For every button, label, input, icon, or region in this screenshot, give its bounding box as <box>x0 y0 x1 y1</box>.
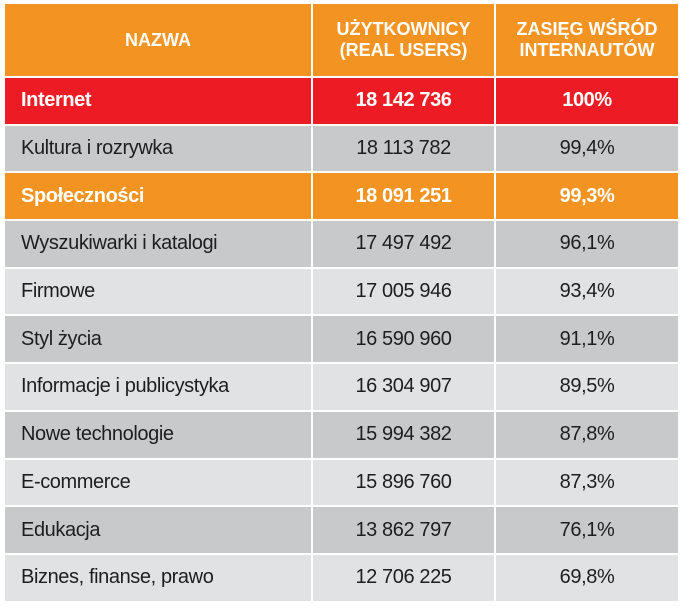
row-reach: 87,3% <box>496 459 678 506</box>
row-reach: 89,5% <box>496 364 678 410</box>
header-name: NAZWA <box>5 4 311 76</box>
row-users: 16 590 960 <box>313 316 494 363</box>
row-users: 15 896 760 <box>313 459 494 506</box>
row-users: 18 091 251 <box>313 173 494 220</box>
row-users: 13 862 797 <box>313 507 494 553</box>
row-name: E-commerce <box>5 459 311 506</box>
row-users: 16 304 907 <box>313 364 494 410</box>
row-name: Styl życia <box>5 316 311 363</box>
row-users: 17 497 492 <box>313 221 494 267</box>
row-reach: 96,1% <box>496 221 678 267</box>
row-name: Nowe technologie <box>5 411 311 458</box>
row-name: Wyszukiwarki i katalogi <box>5 221 311 267</box>
row-reach: 69,8% <box>496 554 678 601</box>
row-users: 15 994 382 <box>313 411 494 458</box>
row-name: Biznes, finanse, prawo <box>5 554 311 601</box>
header-reach-line1: ZASIĘG WŚRÓD <box>516 19 658 39</box>
row-reach: 99,4% <box>496 125 678 172</box>
row-name: Społeczności <box>5 173 311 220</box>
row-users: 12 706 225 <box>313 554 494 601</box>
row-reach: 76,1% <box>496 507 678 553</box>
row-reach: 91,1% <box>496 316 678 363</box>
header-users-line2: (REAL USERS) <box>339 40 468 60</box>
row-reach: 100% <box>496 78 678 124</box>
row-users: 17 005 946 <box>313 268 494 315</box>
row-users: 18 113 782 <box>313 125 494 172</box>
header-name-label: NAZWA <box>125 29 191 50</box>
header-reach: ZASIĘG WŚRÓD INTERNAUTÓW <box>496 4 678 76</box>
header-users: UŻYTKOWNICY (REAL USERS) <box>313 4 494 76</box>
row-reach: 93,4% <box>496 268 678 315</box>
row-name: Internet <box>5 78 311 124</box>
row-reach: 87,8% <box>496 411 678 458</box>
row-name: Kultura i rozrywka <box>5 125 311 172</box>
row-reach: 99,3% <box>496 173 678 220</box>
reach-table: NAZWA UŻYTKOWNICY (REAL USERS) ZASIĘG WŚR… <box>5 4 678 601</box>
header-reach-line2: INTERNAUTÓW <box>519 40 655 60</box>
row-name: Edukacja <box>5 507 311 553</box>
row-name: Firmowe <box>5 268 311 315</box>
header-users-line1: UŻYTKOWNICY <box>336 19 471 39</box>
row-users: 18 142 736 <box>313 78 494 124</box>
row-name: Informacje i publicystyka <box>5 364 311 410</box>
